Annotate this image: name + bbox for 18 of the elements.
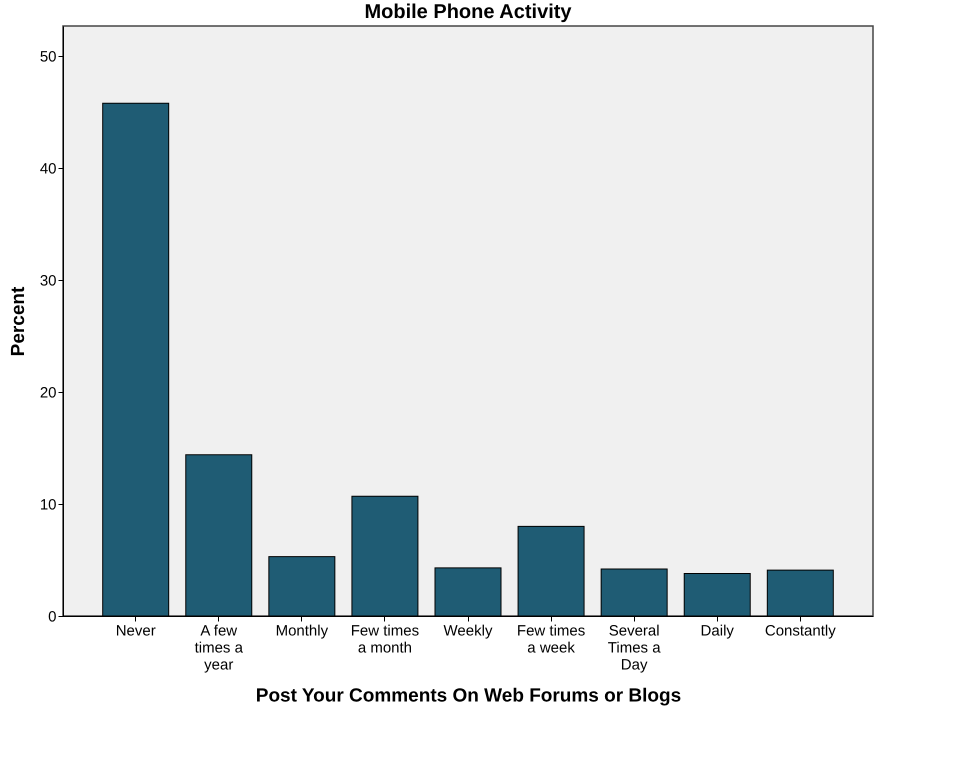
x-tick-label: Constantly	[764, 622, 836, 640]
x-tick-label: Few times a month	[350, 622, 420, 656]
y-tick-label: 50	[40, 48, 56, 66]
x-tick-label: Several Times a Day	[608, 622, 662, 674]
y-axis-title: Percent	[8, 286, 29, 356]
x-tick-label: Daily	[700, 622, 734, 640]
x-tick-label: A few times a year	[194, 622, 244, 674]
y-tick-label: 30	[40, 272, 56, 290]
y-tick-label: 0	[48, 608, 56, 626]
y-tick-label: 20	[40, 384, 56, 402]
x-axis-title: Post Your Comments On Web Forums or Blogs	[256, 686, 682, 706]
y-tick-label: 40	[40, 160, 56, 178]
x-tick-label: Weekly	[444, 622, 493, 640]
y-tick-label: 10	[40, 496, 56, 514]
chart-title: Mobile Phone Activity	[364, 1, 572, 23]
x-tick-label: Monthly	[276, 622, 329, 640]
x-tick-label: Never	[116, 622, 156, 640]
x-tick-label: Few times a week	[516, 622, 586, 656]
